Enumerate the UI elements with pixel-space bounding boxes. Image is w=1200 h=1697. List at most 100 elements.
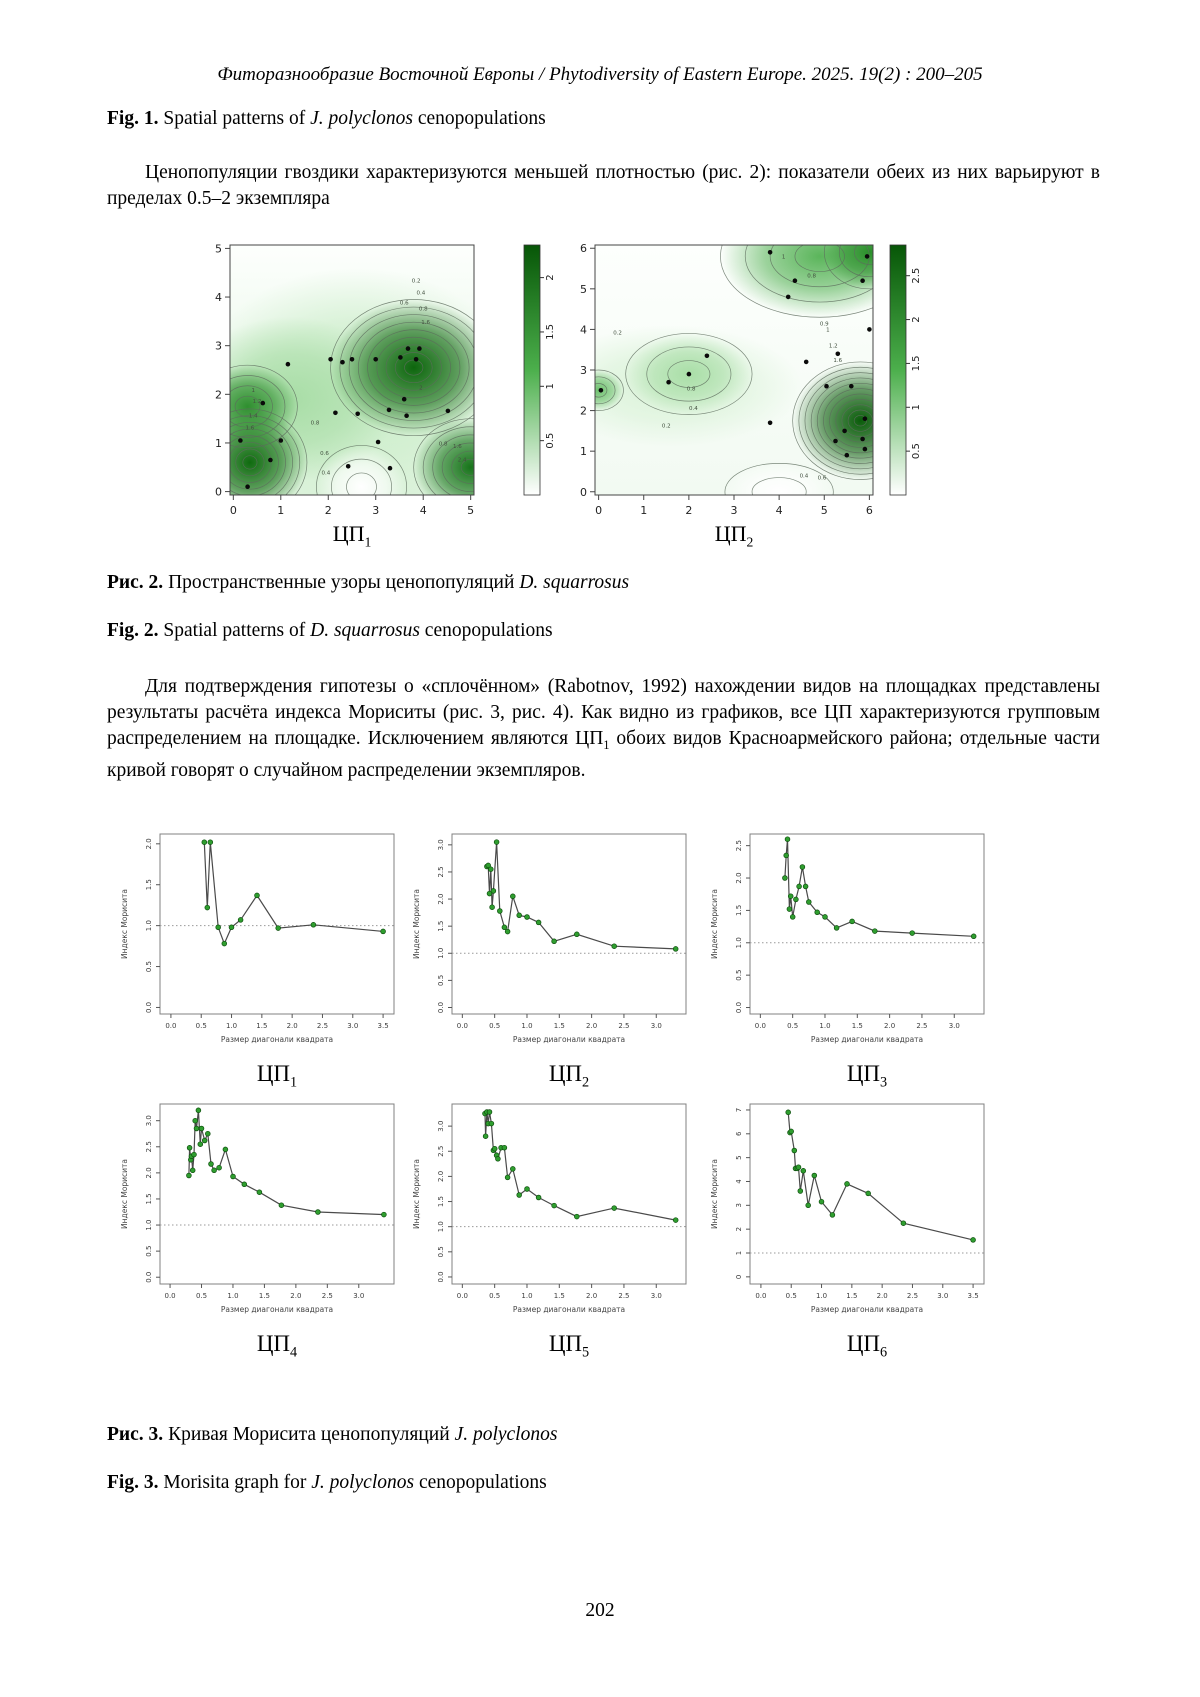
morisita-cp3-label: ЦП3 bbox=[706, 1061, 994, 1092]
svg-text:Индекс Морисита: Индекс Морисита bbox=[120, 889, 129, 959]
svg-text:0: 0 bbox=[215, 486, 222, 499]
svg-text:1.5: 1.5 bbox=[145, 1193, 153, 1204]
m6-label-sub: 6 bbox=[880, 1344, 888, 1361]
m4-label-base: ЦП bbox=[256, 1330, 291, 1356]
svg-text:2.0: 2.0 bbox=[145, 838, 153, 849]
svg-text:2.5: 2.5 bbox=[916, 1022, 927, 1030]
svg-text:1.0: 1.0 bbox=[819, 1022, 830, 1030]
fig3-en-label: Fig. 3. bbox=[107, 1472, 159, 1493]
morisita-row-1: 0.0 0.5 1.0 1.5 2.0 2.5 3.0 3.5 0.0 0.5 1.0 1.5 2.0 Р… bbox=[107, 826, 994, 1092]
svg-text:4: 4 bbox=[420, 504, 427, 517]
fig2-en-species: D. squarrosus bbox=[310, 620, 420, 641]
contour-plot-cp2: 0.20.80.40.20.810.911.20.4 0.61.60 1 2 3 4 5 60… bbox=[580, 242, 922, 517]
svg-text:3.0: 3.0 bbox=[145, 1115, 153, 1126]
morisita-cell-cp6: 0.0 0.5 1.0 1.5 2.0 2.5 3.0 3.5 0 1 2 3 4 5 6 7 Размер д… bbox=[706, 1096, 994, 1362]
figure-2-contour-plots: 0.2 0.4 0.6 0.8 1.6 1 1.2 1.4 1.6 0.8 0.6 0.4 0.8 1.6… bbox=[196, 235, 941, 527]
svg-text:2.5: 2.5 bbox=[618, 1022, 629, 1030]
svg-text:7: 7 bbox=[735, 1107, 743, 1111]
svg-text:0.0: 0.0 bbox=[437, 1002, 445, 1013]
svg-text:2.0: 2.0 bbox=[877, 1292, 888, 1300]
svg-text:3.0: 3.0 bbox=[353, 1292, 364, 1300]
svg-text:1.6: 1.6 bbox=[421, 320, 430, 326]
m3-label-sub: 3 bbox=[880, 1074, 888, 1091]
m2-label-sub: 2 bbox=[582, 1074, 590, 1091]
svg-text:Размер диагонали квадрата: Размер диагонали квадрата bbox=[811, 1035, 923, 1044]
svg-text:1.5: 1.5 bbox=[554, 1022, 565, 1030]
svg-text:0.5: 0.5 bbox=[437, 1246, 445, 1257]
m6-label-base: ЦП bbox=[846, 1330, 881, 1356]
svg-text:0.5: 0.5 bbox=[437, 975, 445, 986]
svg-text:1.0: 1.0 bbox=[145, 1219, 153, 1230]
svg-text:2.5: 2.5 bbox=[437, 1145, 445, 1156]
svg-text:0.0: 0.0 bbox=[755, 1022, 766, 1030]
svg-text:1.0: 1.0 bbox=[521, 1022, 532, 1030]
fig3-ru-text: Кривая Морисита ценопопуляций bbox=[163, 1424, 455, 1445]
fig2-ru-label: Рис. 2. bbox=[107, 572, 164, 593]
svg-text:2.0: 2.0 bbox=[437, 893, 445, 904]
fig1-caption-suffix: cenopopulations bbox=[413, 108, 546, 129]
svg-text:Размер диагонали квадрата: Размер диагонали квадрата bbox=[513, 1305, 625, 1314]
svg-text:5: 5 bbox=[215, 242, 222, 255]
svg-text:1.5: 1.5 bbox=[852, 1022, 863, 1030]
svg-text:3.0: 3.0 bbox=[651, 1292, 662, 1300]
svg-text:1.0: 1.0 bbox=[816, 1292, 827, 1300]
svg-text:0.5: 0.5 bbox=[145, 961, 153, 972]
svg-text:2: 2 bbox=[911, 316, 922, 322]
fig3-en-suffix: cenopopulations bbox=[414, 1472, 547, 1493]
fig2-en-suffix: cenopopulations bbox=[419, 620, 553, 641]
svg-text:0.5: 0.5 bbox=[196, 1022, 207, 1030]
svg-text:1: 1 bbox=[252, 388, 256, 394]
svg-text:1.0: 1.0 bbox=[437, 948, 445, 959]
fig3-en-text: Morisita graph for bbox=[158, 1472, 312, 1493]
svg-text:3.0: 3.0 bbox=[937, 1292, 948, 1300]
svg-text:0: 0 bbox=[735, 1274, 743, 1278]
paragraph-2: Для подтверждения гипотезы о «сплочённом… bbox=[107, 674, 1100, 784]
svg-text:1: 1 bbox=[545, 383, 556, 389]
svg-text:3.0: 3.0 bbox=[949, 1022, 960, 1030]
svg-text:3.0: 3.0 bbox=[437, 1120, 445, 1131]
svg-text:2.5: 2.5 bbox=[322, 1292, 333, 1300]
morisita-cell-cp3: 0.0 0.5 1.0 1.5 2.0 2.5 3.0 0.0 0.5 1.0 1.5 2.0 2.5 Р… bbox=[706, 826, 994, 1092]
morisita-plot-cp2: 0.0 0.5 1.0 1.5 2.0 2.5 3.0 0.0 0.5 1.0 1.5 2.0 2.5 3… bbox=[412, 833, 687, 1044]
svg-text:2.0: 2.0 bbox=[884, 1022, 895, 1030]
svg-text:2.0: 2.0 bbox=[586, 1022, 597, 1030]
fig1-caption-text: Spatial patterns of bbox=[158, 108, 311, 129]
svg-text:1.4: 1.4 bbox=[249, 414, 258, 420]
svg-text:3.0: 3.0 bbox=[651, 1022, 662, 1030]
svg-text:0.6: 0.6 bbox=[818, 476, 827, 482]
svg-text:1.0: 1.0 bbox=[145, 920, 153, 931]
svg-text:2: 2 bbox=[215, 388, 222, 401]
fig3-ru-label: Рис. 3. bbox=[107, 1424, 164, 1445]
svg-text:4: 4 bbox=[735, 1178, 743, 1183]
svg-text:2.5: 2.5 bbox=[907, 1292, 918, 1300]
svg-text:1: 1 bbox=[911, 404, 922, 410]
svg-text:1.6: 1.6 bbox=[453, 444, 462, 450]
svg-text:4: 4 bbox=[776, 504, 783, 517]
fig3-caption-ru: Рис. 3. Кривая Морисита ценопопуляций J.… bbox=[107, 1424, 557, 1446]
svg-text:6: 6 bbox=[866, 504, 873, 517]
morisita-cp4-label: ЦП4 bbox=[116, 1331, 404, 1362]
fig3-ru-species: J. polyclonos bbox=[454, 1424, 558, 1445]
svg-text:Индекс Морисита: Индекс Морисита bbox=[710, 889, 719, 959]
svg-text:0: 0 bbox=[580, 486, 587, 499]
m2-label-base: ЦП bbox=[548, 1061, 583, 1086]
svg-text:3.5: 3.5 bbox=[378, 1022, 389, 1030]
fig1-caption: Fig. 1. Spatial patterns of J. polyclono… bbox=[107, 108, 546, 130]
morisita-cp1-label: ЦП1 bbox=[116, 1061, 404, 1092]
svg-text:1.5: 1.5 bbox=[545, 324, 556, 340]
svg-text:1.5: 1.5 bbox=[259, 1292, 270, 1300]
svg-text:3: 3 bbox=[372, 504, 379, 517]
svg-text:1.0: 1.0 bbox=[226, 1022, 237, 1030]
svg-text:1: 1 bbox=[640, 504, 647, 517]
m3-label-base: ЦП bbox=[846, 1061, 881, 1086]
m4-label-sub: 4 bbox=[290, 1344, 298, 1361]
svg-text:0.2: 0.2 bbox=[662, 424, 671, 430]
svg-text:5: 5 bbox=[735, 1155, 743, 1159]
contour-plot-cp1: 0.2 0.4 0.6 0.8 1.6 1 1.2 1.4 1.6 0.8 0.6 0.4 0.8 1.6… bbox=[215, 242, 556, 517]
svg-text:2.0: 2.0 bbox=[586, 1292, 597, 1300]
svg-text:0.5: 0.5 bbox=[489, 1292, 500, 1300]
svg-text:1.2: 1.2 bbox=[829, 344, 838, 350]
m1-label-sub: 1 bbox=[290, 1074, 298, 1091]
contour-cp1-label: ЦП1 bbox=[252, 521, 452, 550]
svg-text:Индекс Морисита: Индекс Морисита bbox=[120, 1159, 129, 1229]
